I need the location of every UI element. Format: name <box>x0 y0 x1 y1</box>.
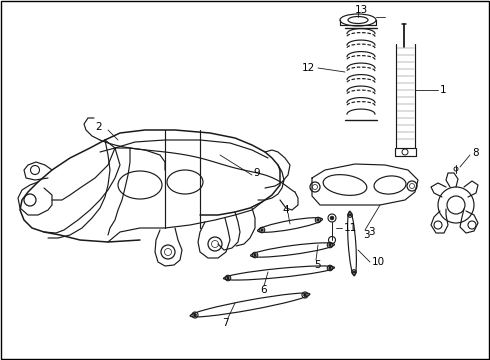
Text: 7: 7 <box>222 318 229 328</box>
Text: 12: 12 <box>302 63 315 73</box>
Circle shape <box>353 271 355 273</box>
Circle shape <box>349 214 351 216</box>
Text: 4: 4 <box>282 205 289 215</box>
Text: 9: 9 <box>253 168 260 178</box>
Text: 2: 2 <box>95 122 101 132</box>
Circle shape <box>329 267 331 269</box>
Text: 13: 13 <box>355 5 368 15</box>
Text: 3: 3 <box>363 230 369 240</box>
Circle shape <box>261 229 263 231</box>
Circle shape <box>329 244 331 246</box>
Text: 1: 1 <box>440 85 446 95</box>
Text: 3: 3 <box>368 227 375 237</box>
Circle shape <box>227 277 229 279</box>
Circle shape <box>330 216 334 220</box>
Text: 6: 6 <box>260 285 267 295</box>
Circle shape <box>304 294 306 296</box>
Text: 8: 8 <box>472 148 479 158</box>
Circle shape <box>317 219 319 221</box>
Text: 10: 10 <box>372 257 385 267</box>
Text: 11: 11 <box>344 223 357 233</box>
Circle shape <box>254 254 256 256</box>
Text: 5: 5 <box>314 260 320 270</box>
Circle shape <box>194 314 196 316</box>
